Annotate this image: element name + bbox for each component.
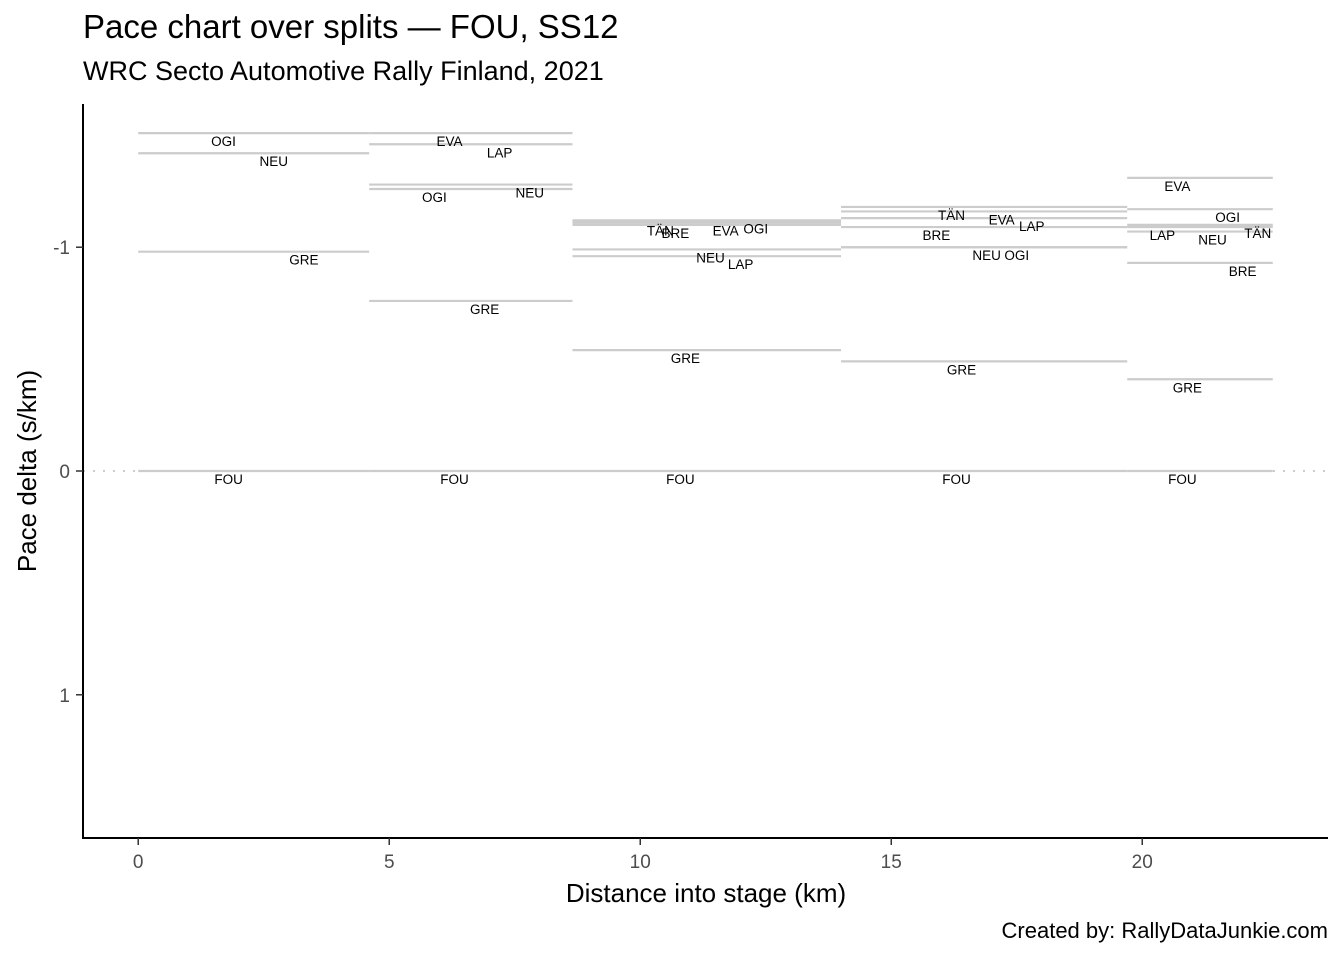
driver-label-bre-split-3: BRE [661,226,689,241]
driver-label-eva-split-4: EVA [989,212,1015,227]
driver-label-tän-split-5: TÄN [1244,226,1271,241]
y-tick-label: 0 [59,462,70,483]
driver-label-ogi-split-2: OGI [422,190,447,205]
credit-caption: Created by: RallyDataJunkie.com [1001,918,1328,943]
y-axis-title: Pace delta (s/km) [12,370,42,572]
x-tick-label: 5 [384,852,395,873]
driver-label-lap-split-5: LAP [1150,228,1176,243]
x-tick-label: 10 [630,852,651,873]
x-axis-title: Distance into stage (km) [566,878,846,908]
driver-label-eva-split-3: EVA [713,224,739,239]
chart-subtitle: WRC Secto Automotive Rally Finland, 2021 [83,56,604,86]
driver-label-neu-split-1: NEU [260,154,289,169]
driver-label-eva-split-5: EVA [1164,179,1190,194]
driver-label-ogi-split-1: OGI [211,134,236,149]
driver-label-lap-split-2: LAP [487,145,513,160]
driver-label-gre-split-2: GRE [470,302,499,317]
driver-label-gre-split-5: GRE [1173,380,1202,395]
driver-label-ogi-split-5: OGI [1215,210,1240,225]
driver-label-lap-split-4: LAP [1019,219,1045,234]
driver-label-ogi-split-3: OGI [743,221,768,236]
driver-label-neu-split-4: NEU [972,248,1001,263]
driver-label-gre-split-4: GRE [947,362,976,377]
driver-label-fou-split-1: FOU [214,472,243,487]
driver-label-neu-split-5: NEU [1198,233,1227,248]
driver-label-fou-split-4: FOU [942,472,971,487]
driver-label-neu-split-2: NEU [516,186,545,201]
driver-label-neu-split-3: NEU [696,250,725,265]
driver-label-gre-split-1: GRE [289,253,318,268]
chart-title: Pace chart over splits — FOU, SS12 [83,8,619,45]
x-tick-label: 20 [1132,852,1153,873]
driver-label-bre-split-4: BRE [923,228,951,243]
driver-label-tän-split-3: TÄN [647,224,674,239]
driver-label-eva-split-2: EVA [436,134,462,149]
driver-label-gre-split-3: GRE [671,351,700,366]
y-tick-label: 1 [59,686,70,707]
driver-label-ogi-split-4: OGI [1004,248,1029,263]
driver-label-fou-split-5: FOU [1168,472,1197,487]
driver-label-fou-split-2: FOU [440,472,469,487]
y-tick-label: -1 [53,238,70,259]
x-tick-label: 15 [881,852,902,873]
driver-label-bre-split-5: BRE [1229,264,1257,279]
driver-label-lap-split-3: LAP [728,257,754,272]
driver-label-fou-split-3: FOU [666,472,695,487]
x-tick-label: 0 [133,852,144,873]
driver-label-tän-split-4: TÄN [938,208,965,223]
